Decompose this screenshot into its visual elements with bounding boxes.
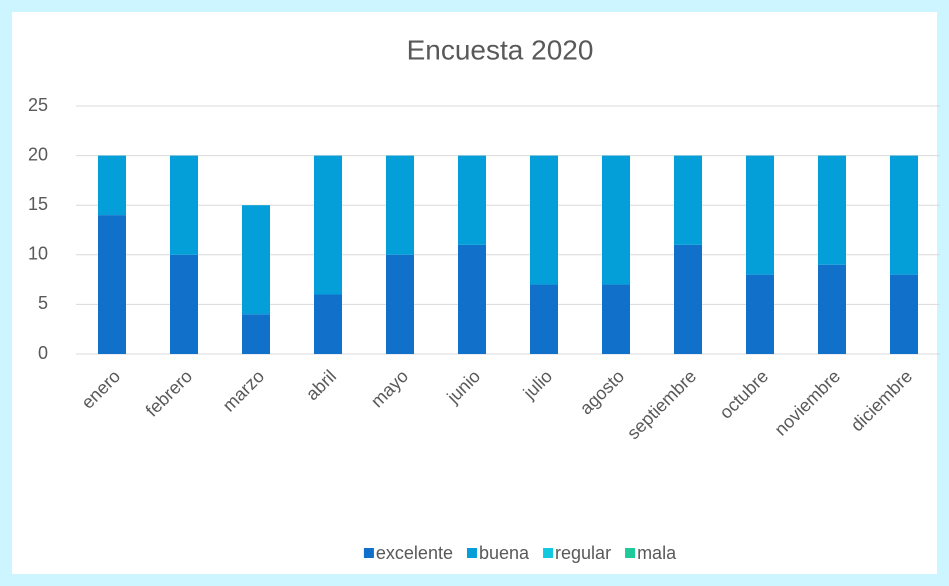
bar-segment [458, 155, 486, 245]
bar-segment [530, 155, 558, 285]
bar-segment [602, 284, 630, 354]
bar-segment [242, 314, 270, 354]
bar-segment [170, 155, 198, 255]
bar-segment [170, 254, 198, 354]
legend-swatch [625, 548, 636, 558]
bar-segment [530, 284, 558, 354]
bar-segment [746, 274, 774, 354]
legend-swatch [466, 548, 477, 558]
bar-segment [818, 155, 846, 265]
bar-segment [674, 244, 702, 354]
bar-segment [458, 244, 486, 354]
bar-segment [314, 294, 342, 354]
bar-segment [890, 155, 918, 275]
bar-segment [386, 254, 414, 354]
legend-label: buena [479, 543, 530, 563]
chart-title: Encuesta 2020 [407, 34, 594, 65]
bar-segment [818, 264, 846, 354]
y-tick-label: 10 [28, 244, 48, 264]
legend-label: excelente [376, 543, 453, 563]
bar-segment [98, 215, 126, 354]
bar-segment [314, 155, 342, 295]
legend-swatch [363, 548, 374, 558]
y-tick-label: 25 [28, 95, 48, 115]
y-tick-label: 5 [38, 293, 48, 313]
bar-segment [242, 205, 270, 315]
bar-segment [602, 155, 630, 285]
bar-segment [746, 155, 774, 275]
bar-segment [674, 155, 702, 245]
legend-label: mala [637, 543, 677, 563]
bar-segment [98, 155, 126, 216]
legend-label: regular [555, 543, 611, 563]
y-tick-label: 0 [38, 343, 48, 363]
y-tick-label: 15 [28, 194, 48, 214]
bar-segment [890, 274, 918, 354]
y-tick-label: 20 [28, 144, 48, 164]
bar-segment [386, 155, 414, 255]
legend-swatch [543, 548, 554, 558]
